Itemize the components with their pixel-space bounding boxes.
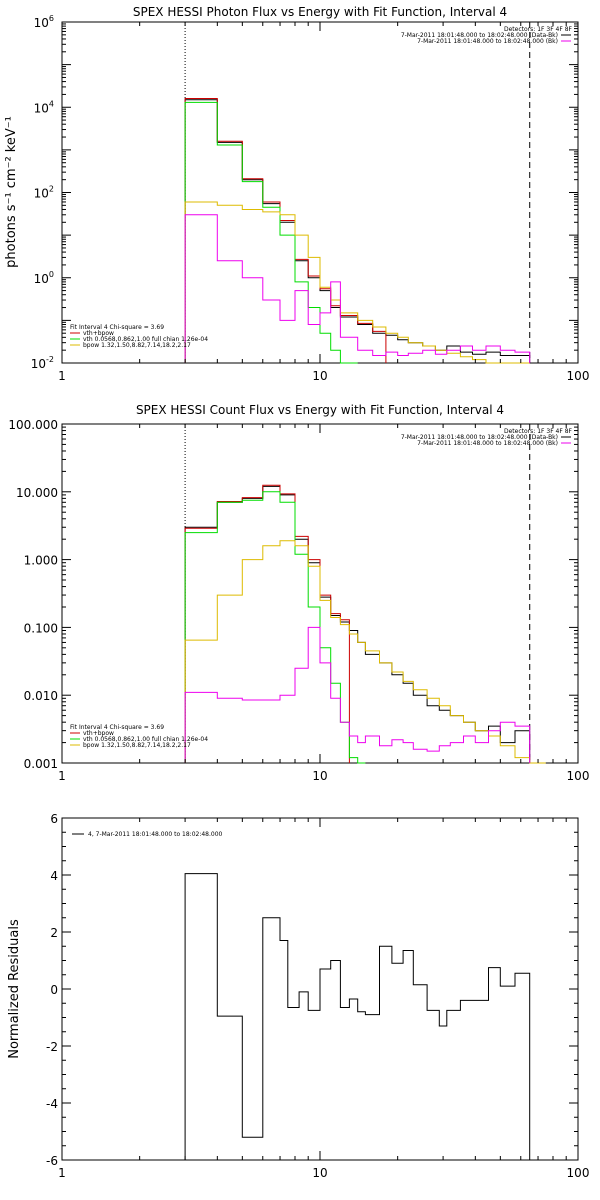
count-flux-legend-text: vth+bpow <box>83 730 114 737</box>
photon-flux-legend-text: 7-Mar-2011 18:01:48.000 to 18:02:48.000 … <box>401 32 558 39</box>
photon-flux-y-axis-label: photons s⁻¹ cm⁻² keV⁻¹ <box>4 116 19 268</box>
residuals-y-tick-label: 2 <box>50 926 58 940</box>
count-flux-y-tick-label: 0.001 <box>24 757 58 771</box>
photon-flux-series-bk <box>184 214 531 363</box>
residuals-y-tick-label: 4 <box>50 869 58 883</box>
count-flux-title: SPEX HESSI Count Flux vs Energy with Fit… <box>136 403 504 417</box>
count-flux-x-tick-label: 10 <box>312 769 327 783</box>
photon-flux-x-tick-label: 100 <box>567 369 590 383</box>
count-flux-legend-text: 7-Mar-2011 18:01:48.000 to 18:02:48.000 … <box>401 434 558 441</box>
photon-flux-title: SPEX HESSI Photon Flux vs Energy with Fi… <box>133 5 507 19</box>
count-flux-y-tick-label: 1.000 <box>24 554 58 568</box>
residuals-x-tick-label: 1 <box>58 1166 66 1180</box>
count-flux-x-tick-label: 100 <box>567 769 590 783</box>
count-flux-legend-text: 7-Mar-2011 18:01:48.000 to 18:02:48.000 … <box>417 440 558 447</box>
photon-flux-y-tick-label: 10-2 <box>31 355 54 371</box>
photon-flux-x-tick-label: 10 <box>312 369 327 383</box>
count-flux-series-bk <box>184 626 531 763</box>
photon-flux-legend-text: Detectors: 1F 3F 4F 8F <box>504 26 573 33</box>
residuals-legend-text: 4, 7-Mar-2011 18:01:48.000 to 18:02:48.0… <box>88 831 223 838</box>
photon-flux-y-tick-label: 100 <box>34 270 54 286</box>
count-flux-legend-text: Detectors: 1F 3F 4F 8F <box>504 428 573 435</box>
photon-flux-series-total <box>184 99 531 363</box>
count-flux-y-tick-label: 0.010 <box>24 689 58 703</box>
photon-flux-legend-text: vth 0.0568,0.862,1.00 full chian 1.26e-0… <box>83 336 208 343</box>
count-flux-series-total <box>184 485 531 763</box>
count-flux-y-tick-label: 0.100 <box>24 621 58 635</box>
photon-flux-y-tick-label: 104 <box>34 99 54 115</box>
count-flux-panel: SPEX HESSI Count Flux vs Energy with Fit… <box>8 403 589 783</box>
count-flux-legend-text: bpow 1.32,1.50,8.82,7.14,18.2,2.17 <box>83 742 191 749</box>
residuals-y-tick-label: -6 <box>46 1154 58 1168</box>
photon-flux-y-tick-label: 106 <box>34 14 54 30</box>
photon-flux-series-vth <box>184 101 358 364</box>
photon-flux-legend-text: vth+bpow <box>83 330 114 337</box>
count-flux-y-tick-label: 10.000 <box>16 486 58 500</box>
photon-flux-series-bpow <box>184 201 530 364</box>
photon-flux-y-tick-label: 102 <box>34 185 54 201</box>
count-flux-series-bpow <box>184 540 546 764</box>
count-flux-legend-text: Fit Interval 4 Chi-square = 3.69 <box>70 724 164 731</box>
residuals-panel: 1 10 100 6 4 2 0 -2 -4 -6 4, 7-Mar-2011 18:01:48.… <box>7 812 589 1180</box>
residuals-y-tick-label: 6 <box>50 812 58 826</box>
count-flux-series-vth <box>184 491 366 764</box>
residuals-x-tick-label: 100 <box>567 1166 590 1180</box>
residuals-x-tick-label: 10 <box>312 1166 327 1180</box>
residuals-y-axis-label: Normalized Residuals <box>7 919 22 1059</box>
residuals-series-total <box>184 873 531 1160</box>
photon-flux-legend-text: 7-Mar-2011 18:01:48.000 to 18:02:48.000 … <box>417 38 558 45</box>
residuals-y-tick-label: -2 <box>46 1040 58 1054</box>
photon-flux-x-tick-label: 1 <box>58 369 66 383</box>
photon-flux-legend-text: Fit Interval 4 Chi-square = 3.69 <box>70 324 164 331</box>
count-flux-y-tick-label: 100.000 <box>8 418 58 432</box>
count-flux-x-tick-label: 1 <box>58 769 66 783</box>
photon-flux-panel: SPEX HESSI Photon Flux vs Energy with Fi… <box>4 5 589 383</box>
residuals-y-tick-label: -4 <box>46 1097 58 1111</box>
count-flux-legend-text: vth 0.0568,0.862,1.00 full chian 1.26e-0… <box>83 736 208 743</box>
photon-flux-series-sum <box>184 98 387 363</box>
photon-flux-legend-text: bpow 1.32,1.50,8.82,7.14,18.2,2.17 <box>83 342 191 349</box>
residuals-y-tick-label: 0 <box>50 983 58 997</box>
